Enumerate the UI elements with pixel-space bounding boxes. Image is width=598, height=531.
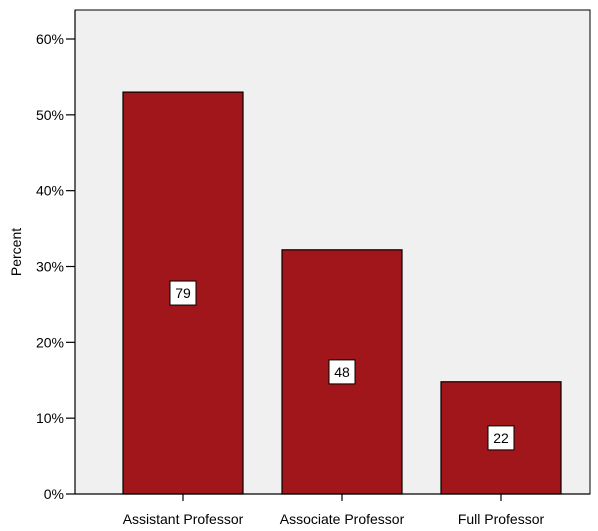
y-tick-label: 60% bbox=[36, 31, 64, 47]
x-tick-label: Associate Professor bbox=[280, 511, 405, 527]
y-tick-label: 40% bbox=[36, 183, 64, 199]
data-label-box bbox=[487, 425, 515, 451]
data-label-box bbox=[169, 280, 197, 306]
y-tick-label: 20% bbox=[36, 334, 64, 350]
y-tick-label: 10% bbox=[36, 410, 64, 426]
y-tick-label: 50% bbox=[36, 107, 64, 123]
data-label: 22 bbox=[493, 430, 509, 446]
y-tick-label: 30% bbox=[36, 259, 64, 275]
data-label-box bbox=[328, 359, 356, 385]
y-axis: 0% 10% 20% 30% 40% 50% 60% bbox=[36, 10, 76, 502]
data-label: 48 bbox=[334, 364, 350, 380]
data-labels-group: 79 48 22 bbox=[169, 280, 515, 451]
y-axis-title: Percent bbox=[8, 228, 24, 276]
x-axis: Assistant Professor Associate Professor Fu… bbox=[75, 493, 590, 527]
x-tick-label: Full Professor bbox=[458, 511, 545, 527]
y-tick-label: 0% bbox=[44, 486, 64, 502]
data-label: 79 bbox=[175, 285, 191, 301]
x-tick-label: Assistant Professor bbox=[123, 511, 244, 527]
